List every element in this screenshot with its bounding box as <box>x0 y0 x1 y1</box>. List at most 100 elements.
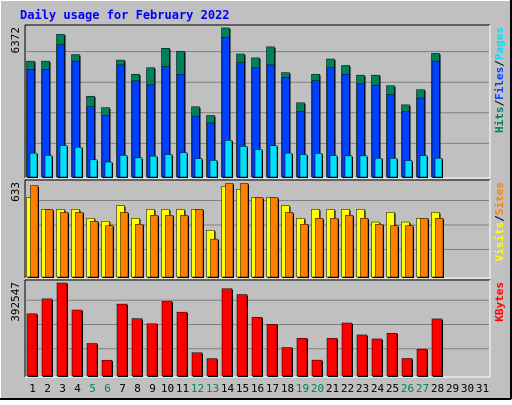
x-tick-label: 6 <box>104 382 111 395</box>
x-tick-label: 15 <box>236 382 249 395</box>
pages-bar <box>104 161 113 178</box>
kbytes-bar <box>281 347 293 377</box>
pages-bar <box>254 149 263 178</box>
panel-2-ymax-label: 392547 <box>9 282 22 322</box>
sites-bar <box>285 212 294 278</box>
pages-bar <box>359 155 368 178</box>
kbytes-bar <box>356 334 368 377</box>
pages-bar <box>224 140 233 178</box>
pages-bar <box>239 146 248 178</box>
x-tick-label: 31 <box>476 382 489 395</box>
legend-entry: Visits <box>493 222 506 262</box>
x-tick-label: 1 <box>29 382 36 395</box>
sites-bar <box>435 218 444 278</box>
sites-bar <box>210 238 219 278</box>
kbytes-bar <box>191 352 203 377</box>
pages-bar <box>284 152 293 178</box>
x-tick-label: 20 <box>311 382 324 395</box>
pages-bar <box>434 158 443 178</box>
kbytes-bar <box>251 316 263 377</box>
x-tick-label: 18 <box>281 382 294 395</box>
kbytes-bar <box>131 318 143 377</box>
legend-entry: Files <box>493 67 506 100</box>
sites-bar <box>90 221 99 278</box>
kbytes-bar <box>311 359 323 377</box>
pages-bar <box>194 158 203 178</box>
sites-bar <box>375 224 384 278</box>
kbytes-bar <box>26 313 38 377</box>
x-tick-label: 28 <box>431 382 444 395</box>
kbytes-bar <box>56 282 68 377</box>
sites-bar <box>420 218 429 278</box>
kbytes-bar <box>416 348 428 377</box>
kbytes-bar <box>371 338 383 377</box>
x-tick-label: 23 <box>356 382 369 395</box>
legend-entry: KBytes <box>493 282 506 322</box>
x-tick-label: 16 <box>251 382 264 395</box>
kbytes-bar <box>296 337 308 377</box>
panel-0-ymax-label: 6372 <box>9 27 22 54</box>
kbytes-bar <box>386 332 398 377</box>
pages-bar <box>329 155 338 178</box>
pages-bar <box>209 160 218 178</box>
x-tick-label: 4 <box>74 382 81 395</box>
legend-entry: Hits <box>493 107 506 134</box>
pages-bar <box>59 145 68 178</box>
kbytes-bar <box>341 322 353 377</box>
sites-bar <box>330 218 339 278</box>
legend-entry: / <box>493 60 506 67</box>
x-tick-label: 19 <box>296 382 309 395</box>
chart-title: Daily usage for February 2022 <box>20 8 230 22</box>
sites-bar <box>150 215 159 278</box>
sites-bar <box>30 185 39 278</box>
pages-bar <box>389 158 398 178</box>
kbytes-bar <box>431 318 443 377</box>
pages-bar <box>44 155 53 178</box>
kbytes-bar <box>116 303 128 377</box>
sites-bar <box>135 224 144 278</box>
sites-bar <box>225 183 234 278</box>
sites-bar <box>345 215 354 278</box>
x-tick-label: 25 <box>386 382 399 395</box>
sites-bar <box>300 224 309 278</box>
sites-bar <box>75 212 84 278</box>
kbytes-bar <box>221 288 233 377</box>
kbytes-bar <box>401 358 413 377</box>
kbytes-bar <box>161 301 173 377</box>
x-tick-label: 26 <box>401 382 414 395</box>
pages-bar <box>89 159 98 178</box>
kbytes-bar <box>236 294 248 377</box>
sites-bar <box>405 225 414 278</box>
x-tick-label: 17 <box>266 382 279 395</box>
pages-bar <box>419 155 428 178</box>
x-tick-label: 12 <box>191 382 204 395</box>
sites-bar <box>390 225 399 278</box>
pages-bar <box>314 153 323 178</box>
x-tick-label: 27 <box>416 382 429 395</box>
sites-bar <box>165 215 174 278</box>
pages-bar <box>119 155 128 178</box>
x-tick-label: 13 <box>206 382 219 395</box>
pages-bar <box>269 145 278 178</box>
kbytes-bar <box>71 309 83 377</box>
kbytes-bar <box>176 311 188 377</box>
sites-bar <box>45 209 54 278</box>
x-tick-label: 10 <box>161 382 174 395</box>
panel-0-legend: Hits/Files/Pages <box>493 27 506 133</box>
sites-bar <box>120 212 129 278</box>
sites-bar <box>105 225 114 278</box>
sites-bar <box>60 212 69 278</box>
legend-entry: Sites <box>493 182 506 215</box>
x-tick-label: 9 <box>149 382 156 395</box>
kbytes-bar <box>146 323 158 377</box>
kbytes-bar <box>41 298 53 377</box>
x-tick-label: 11 <box>176 382 189 395</box>
sites-bar <box>270 197 279 278</box>
legend-entry: / <box>493 100 506 107</box>
pages-bar <box>374 158 383 178</box>
pages-bar <box>299 154 308 178</box>
x-tick-label: 22 <box>341 382 354 395</box>
pages-bar <box>404 160 413 178</box>
sites-bar <box>255 197 264 278</box>
